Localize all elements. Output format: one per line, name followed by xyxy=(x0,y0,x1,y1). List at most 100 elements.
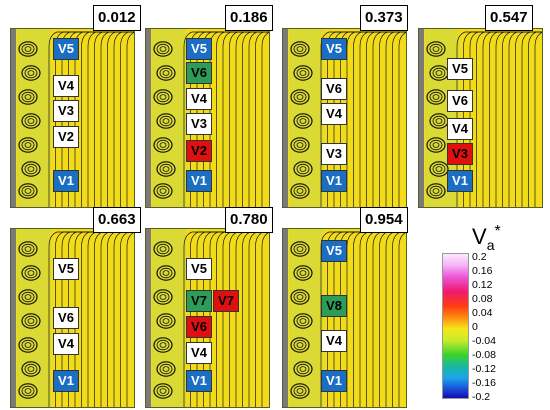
vortex-ring xyxy=(21,291,35,303)
vortex-ring xyxy=(432,142,440,148)
vortex-ring xyxy=(159,388,167,394)
near-wall-region xyxy=(152,29,186,207)
streamline xyxy=(372,31,406,207)
vortex-ring xyxy=(293,185,307,197)
vortex-ring xyxy=(24,115,38,127)
streamline xyxy=(196,231,269,407)
vortex-ring xyxy=(159,142,167,148)
vortex-tag-v6: V6 xyxy=(321,78,347,100)
wall xyxy=(146,229,151,407)
time-label-3: 0.373 xyxy=(360,5,408,31)
streamline xyxy=(74,231,134,407)
streamline xyxy=(495,31,542,207)
streamline xyxy=(229,31,269,207)
vortex-ring xyxy=(296,142,304,148)
vortex-ring xyxy=(290,337,310,353)
streamline xyxy=(87,31,134,207)
vortex-tag-v5: V5 xyxy=(53,38,79,60)
vortex-ring xyxy=(293,361,313,377)
wall xyxy=(11,29,16,207)
vortex-ring xyxy=(290,241,310,257)
vortex-ring xyxy=(21,385,35,397)
near-wall-region xyxy=(289,29,323,207)
streamline xyxy=(521,31,542,207)
vortex-tag-v5: V5 xyxy=(53,258,79,280)
vortex-ring xyxy=(21,361,41,377)
streamline xyxy=(398,231,406,407)
vortex-ring xyxy=(435,70,443,76)
vortex-ring xyxy=(18,289,38,305)
colorbar-tick: -0.04 xyxy=(472,335,496,347)
vortex-ring xyxy=(153,41,173,57)
vortex-ring xyxy=(293,161,313,177)
vortex-tag-v4: V4 xyxy=(321,103,347,125)
vortex-ring xyxy=(426,41,446,57)
vortex-ring xyxy=(27,166,35,172)
vortex-ring xyxy=(27,318,35,324)
colorbar-tick: 0.08 xyxy=(472,293,493,305)
colorbar-tick: -0.2 xyxy=(472,391,491,403)
colorbar-tick: 0.04 xyxy=(472,307,493,319)
vortex-ring xyxy=(293,291,307,303)
streamline xyxy=(469,31,542,207)
vortex-tag-v4: V4 xyxy=(53,333,79,355)
vortex-ring xyxy=(18,89,38,105)
vortex-ring xyxy=(27,70,35,76)
vortex-ring xyxy=(296,188,304,194)
vortex-ring xyxy=(290,289,310,305)
vortex-ring xyxy=(293,313,313,329)
vortex-ring xyxy=(293,91,307,103)
vortex-tag-v6: V6 xyxy=(53,307,79,329)
vortex-tag-v7: V7 xyxy=(186,290,212,312)
vortex-ring xyxy=(18,41,38,57)
vortex-ring xyxy=(162,118,170,124)
streamline xyxy=(48,31,134,207)
vortex-ring xyxy=(156,291,170,303)
vortex-ring xyxy=(153,183,173,199)
legend-title-sub: a xyxy=(486,237,495,253)
vortex-ring xyxy=(162,270,170,276)
vortex-ring xyxy=(429,43,443,55)
near-wall-region xyxy=(152,229,186,407)
legend-title: Va* xyxy=(472,223,501,253)
vortex-ring xyxy=(24,142,32,148)
vortex-ring xyxy=(21,113,41,129)
vortex-ring xyxy=(432,115,446,127)
streamline xyxy=(346,231,406,407)
vortex-tag-v2: V2 xyxy=(186,140,212,162)
vortex-tag-v3: V3 xyxy=(186,113,212,135)
streamline xyxy=(190,231,269,407)
time-label-4: 0.547 xyxy=(485,5,533,31)
vortex-ring xyxy=(299,318,307,324)
time-label-7: 0.954 xyxy=(360,207,408,233)
vortex-ring xyxy=(296,246,304,252)
vortex-ring xyxy=(290,89,310,105)
vortex-ring xyxy=(296,388,304,394)
vortex-tag-v6: V6 xyxy=(447,90,473,112)
legend-title-main: V xyxy=(472,224,487,249)
vortex-ring xyxy=(156,385,170,397)
vortex-ring xyxy=(296,67,310,79)
streamline xyxy=(489,31,542,207)
vortex-ring xyxy=(296,115,310,127)
vortex-tag-v3: V3 xyxy=(53,100,79,122)
colorbar-tick: 0.12 xyxy=(472,279,493,291)
vortex-ring xyxy=(429,161,449,177)
streamline xyxy=(120,31,134,207)
vortex-ring xyxy=(159,67,173,79)
vortex-ring xyxy=(27,366,35,372)
vortex-tag-v4: V4 xyxy=(447,118,473,140)
vortex-tag-v7-callout: V7 xyxy=(213,290,239,312)
streamline xyxy=(508,31,542,207)
vortex-ring xyxy=(24,163,38,175)
vortex-tag-v1: V1 xyxy=(53,170,79,192)
legend-title-sup: * xyxy=(494,223,501,240)
vortex-ring xyxy=(296,342,304,348)
vortex-ring xyxy=(156,161,176,177)
vortex-tag-v1: V1 xyxy=(447,170,473,192)
streamline xyxy=(126,231,134,407)
vortex-ring xyxy=(156,91,170,103)
vortex-ring xyxy=(296,294,304,300)
vortex-ring xyxy=(24,342,32,348)
vortex-ring xyxy=(27,270,35,276)
